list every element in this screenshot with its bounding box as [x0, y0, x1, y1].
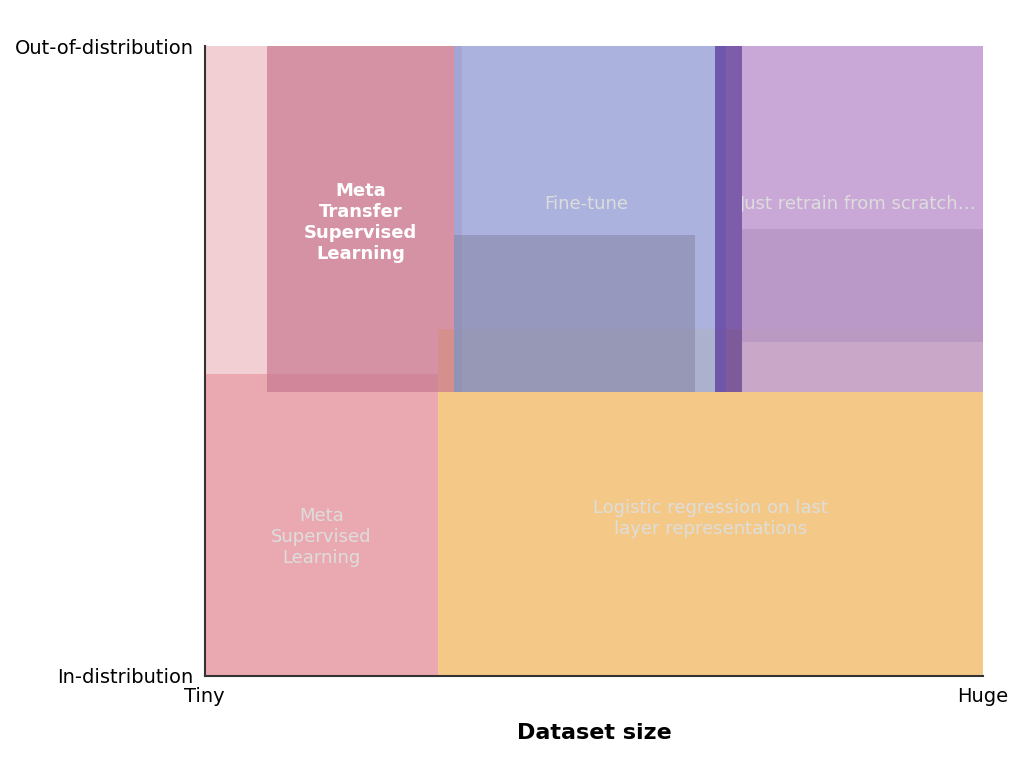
Text: Meta
Supervised
Learning: Meta Supervised Learning: [271, 508, 372, 567]
Bar: [741, 229, 983, 342]
Bar: [267, 46, 462, 392]
Bar: [741, 46, 983, 392]
Bar: [438, 329, 983, 676]
Bar: [205, 373, 438, 676]
Bar: [454, 46, 726, 392]
Bar: [715, 46, 741, 392]
Text: Meta
Transfer
Supervised
Learning: Meta Transfer Supervised Learning: [304, 182, 417, 263]
Text: Logistic regression on last
layer representations: Logistic regression on last layer repres…: [593, 499, 828, 538]
X-axis label: Dataset size: Dataset size: [516, 723, 672, 743]
Text: Fine-tune: Fine-tune: [544, 194, 628, 213]
Text: Just retrain from scratch…: Just retrain from scratch…: [740, 194, 977, 213]
Bar: [454, 235, 695, 392]
